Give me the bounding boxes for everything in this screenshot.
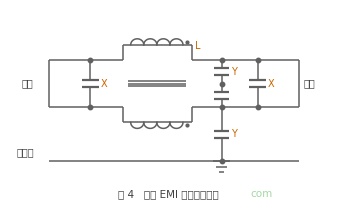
Text: X: X: [268, 79, 275, 89]
Text: 图 4   电源 EMI 滤波器电路图: 图 4 电源 EMI 滤波器电路图: [118, 189, 219, 199]
Text: 输入: 输入: [22, 79, 34, 89]
Text: Y: Y: [231, 129, 237, 139]
Text: 屏蔽地: 屏蔽地: [16, 147, 34, 157]
Text: X: X: [101, 79, 108, 89]
Text: 输出: 输出: [304, 79, 316, 89]
Text: Y: Y: [231, 67, 237, 77]
Text: com: com: [250, 189, 272, 199]
Text: L: L: [195, 41, 200, 51]
